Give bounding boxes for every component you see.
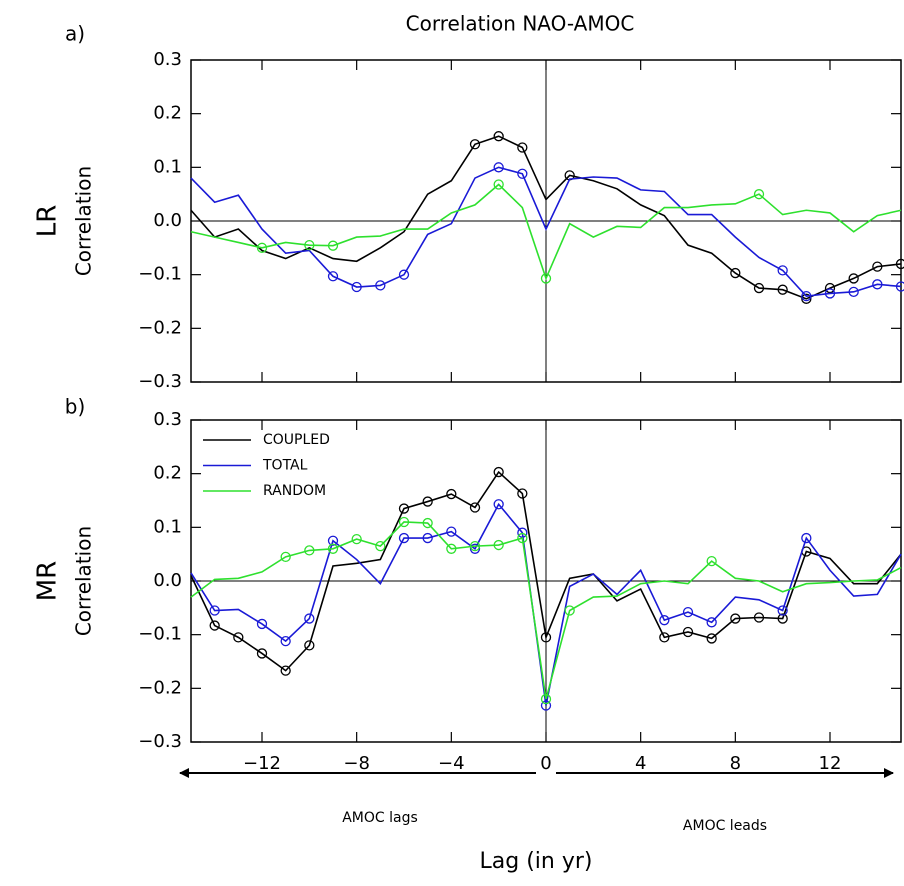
x-tick-label: −12 — [243, 753, 281, 774]
x-tick-label: 8 — [730, 753, 741, 774]
x-tick-label: −8 — [343, 753, 370, 774]
x-tick-label: −4 — [438, 753, 465, 774]
row-label: LR — [33, 205, 63, 238]
y-tick-label: 0.0 — [153, 210, 182, 231]
y-tick-label: 0.3 — [153, 49, 182, 70]
x-tick-label: 4 — [635, 753, 646, 774]
y-tick-label: −0.3 — [138, 371, 182, 392]
y-tick-label: −0.1 — [138, 624, 182, 645]
chart-title: Correlation NAO-AMOC — [406, 12, 635, 36]
legend-label: RANDOM — [263, 483, 326, 499]
y-tick-label: 0.3 — [153, 409, 182, 430]
y-tick-label: 0.1 — [153, 516, 182, 537]
row-label: MR — [33, 561, 63, 602]
y-axis-title: Correlation — [72, 166, 96, 276]
x-tick-label: 12 — [819, 753, 842, 774]
annotation: AMOC leads — [683, 818, 767, 834]
y-tick-label: −0.2 — [138, 317, 182, 338]
y-tick-label: 0.2 — [153, 103, 182, 124]
panel-label: b) — [65, 395, 86, 419]
y-tick-label: 0.2 — [153, 463, 182, 484]
y-tick-label: 0.1 — [153, 156, 182, 177]
y-tick-label: −0.1 — [138, 264, 182, 285]
annotation: AMOC lags — [342, 810, 418, 826]
y-tick-label: −0.2 — [138, 677, 182, 698]
x-tick-label: 0 — [540, 753, 551, 774]
panel-label: a) — [65, 22, 85, 46]
legend-label: TOTAL — [262, 458, 308, 474]
legend-label: COUPLED — [263, 432, 330, 448]
x-axis-title: Lag (in yr) — [480, 849, 593, 874]
y-tick-label: 0.0 — [153, 570, 182, 591]
y-tick-label: −0.3 — [138, 731, 182, 752]
y-axis-title: Correlation — [72, 526, 96, 636]
